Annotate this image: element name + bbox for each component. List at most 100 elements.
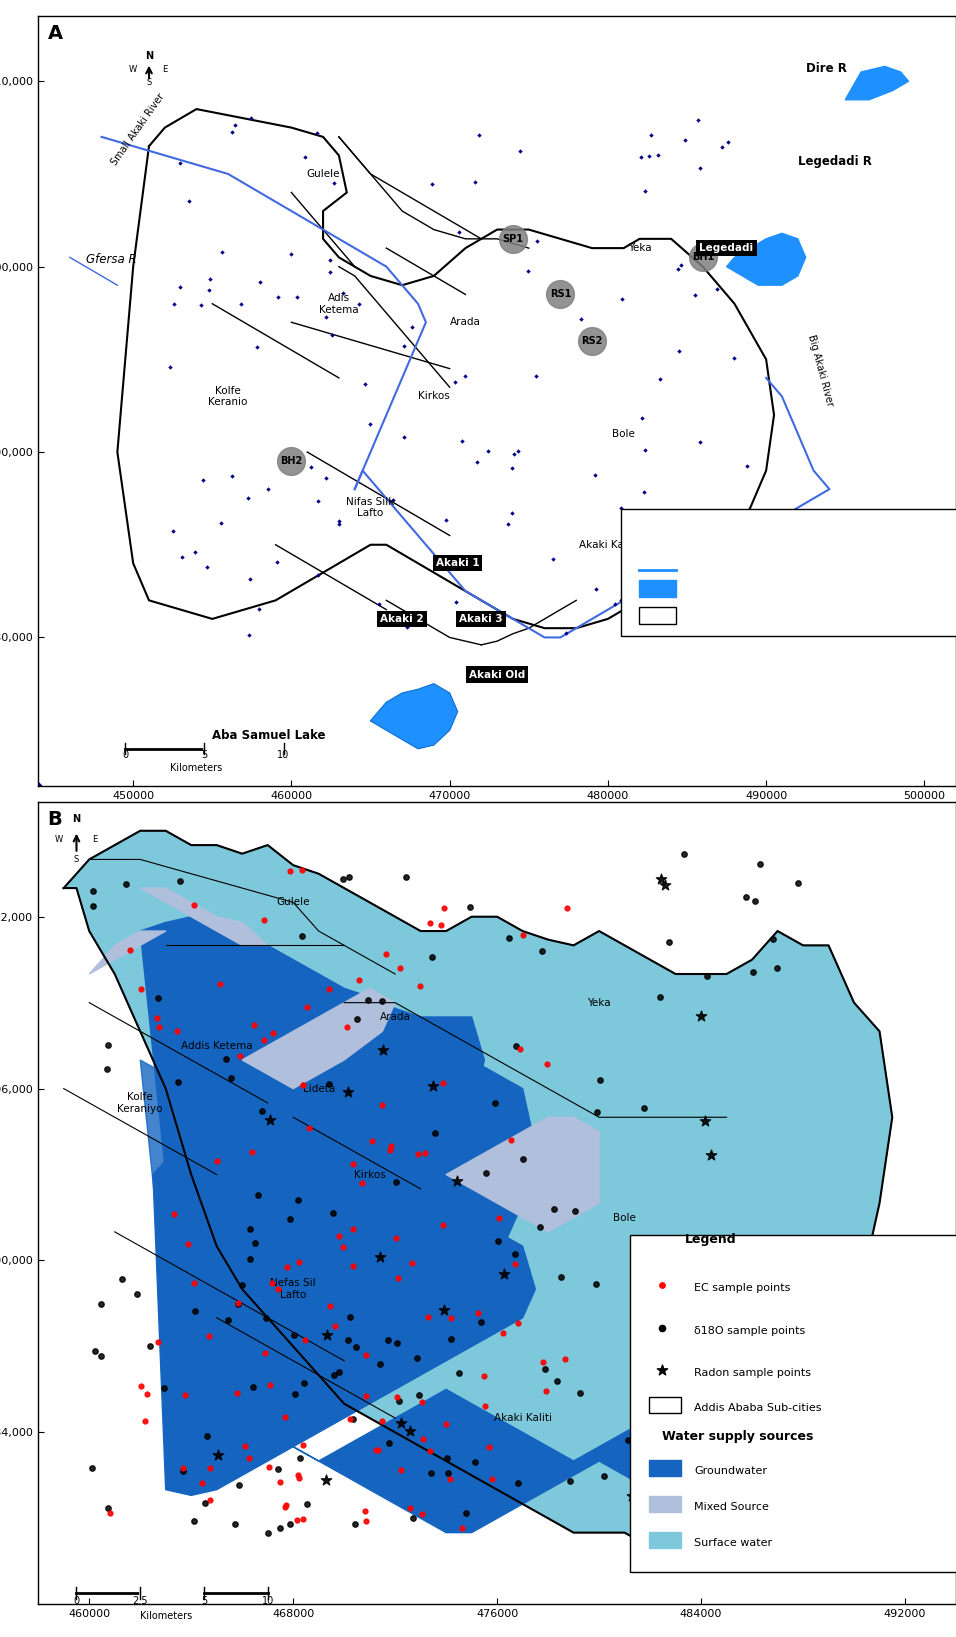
Point — [752, 851, 768, 877]
Point — [212, 971, 228, 997]
Point — [674, 252, 689, 278]
Point — [615, 286, 630, 313]
Point — [693, 1003, 708, 1030]
Point — [286, 1323, 301, 1349]
Point — [251, 596, 267, 622]
Point — [355, 1169, 370, 1195]
Point — [449, 1169, 465, 1195]
Point — [258, 1305, 273, 1331]
Point — [423, 910, 438, 936]
Point — [559, 895, 575, 922]
Point — [163, 354, 178, 380]
Point — [488, 1090, 503, 1116]
Point — [375, 989, 390, 1015]
Point — [404, 1251, 420, 1277]
Point — [345, 1216, 360, 1242]
Text: SP1: SP1 — [503, 234, 524, 244]
Point — [587, 462, 602, 488]
Point — [423, 1437, 438, 1463]
Text: Akaki Kaliti: Akaki Kaliti — [493, 1413, 552, 1423]
Bar — [640, 607, 676, 624]
Point — [223, 1064, 238, 1090]
Bar — [648, 1460, 681, 1477]
Text: ◆  Boreholes: ◆ Boreholes — [685, 543, 756, 553]
Point — [510, 1470, 525, 1496]
Point — [546, 1197, 561, 1223]
Point — [321, 1071, 337, 1097]
Text: E: E — [163, 65, 167, 74]
Point — [221, 1308, 236, 1334]
Point — [318, 304, 334, 331]
Point — [787, 1360, 802, 1387]
Point — [321, 976, 337, 1002]
Point — [434, 912, 449, 938]
Point — [746, 959, 761, 985]
Polygon shape — [89, 931, 165, 974]
Text: 10: 10 — [262, 1596, 273, 1606]
Point — [737, 593, 752, 619]
Point — [443, 1467, 458, 1493]
Point — [690, 106, 706, 133]
Point — [293, 1444, 308, 1470]
Point — [520, 259, 535, 285]
Point — [230, 1292, 246, 1318]
Point — [257, 1339, 272, 1365]
Point — [292, 1249, 307, 1275]
Point — [447, 368, 463, 395]
Text: ◆: ◆ — [634, 543, 641, 553]
Point — [318, 1467, 334, 1493]
Point — [589, 1270, 604, 1297]
Point — [172, 273, 187, 300]
Point — [709, 275, 725, 301]
Point — [175, 1459, 190, 1485]
Point — [331, 1223, 346, 1249]
Text: Adis
Ketema: Adis Ketema — [319, 293, 358, 314]
Point — [380, 1326, 396, 1352]
Point — [607, 591, 622, 617]
Point — [336, 866, 351, 892]
Point — [747, 889, 762, 915]
Point — [339, 1015, 355, 1041]
Point — [573, 306, 588, 332]
Point — [271, 1275, 286, 1301]
Point — [345, 1252, 360, 1278]
Point — [458, 1499, 473, 1526]
Point — [228, 113, 243, 139]
Point — [563, 1468, 578, 1495]
Text: Yeka: Yeka — [587, 997, 611, 1008]
Point — [279, 1254, 294, 1280]
Point — [296, 1370, 312, 1396]
Point — [739, 453, 754, 480]
Text: Rivers: Rivers — [690, 566, 725, 576]
Point — [388, 1169, 403, 1195]
Point — [385, 486, 401, 512]
Point — [199, 553, 214, 579]
Point — [373, 1244, 388, 1270]
Point — [243, 1246, 258, 1272]
Text: Kolfe
Keraniyo: Kolfe Keraniyo — [118, 1092, 163, 1113]
Point — [593, 1067, 608, 1094]
Point — [758, 1329, 773, 1355]
Point — [744, 1238, 759, 1264]
Point — [491, 1205, 507, 1231]
Point — [234, 1272, 250, 1298]
Point — [389, 1383, 404, 1409]
Text: BH1: BH1 — [692, 252, 714, 262]
Point — [301, 1115, 316, 1141]
Point — [326, 1200, 341, 1226]
Point — [557, 1346, 573, 1372]
Point — [271, 1457, 286, 1483]
Point — [319, 1323, 335, 1349]
Point — [550, 1369, 565, 1395]
Point — [322, 247, 337, 273]
Point — [617, 579, 632, 606]
Point — [791, 871, 806, 897]
Point — [287, 1380, 302, 1406]
Point — [327, 170, 342, 196]
Point — [283, 1511, 298, 1537]
Text: Groundwater: Groundwater — [694, 1465, 768, 1475]
Point — [529, 228, 544, 254]
Point — [772, 1378, 788, 1405]
Point — [427, 1120, 443, 1146]
Point — [345, 1406, 360, 1432]
